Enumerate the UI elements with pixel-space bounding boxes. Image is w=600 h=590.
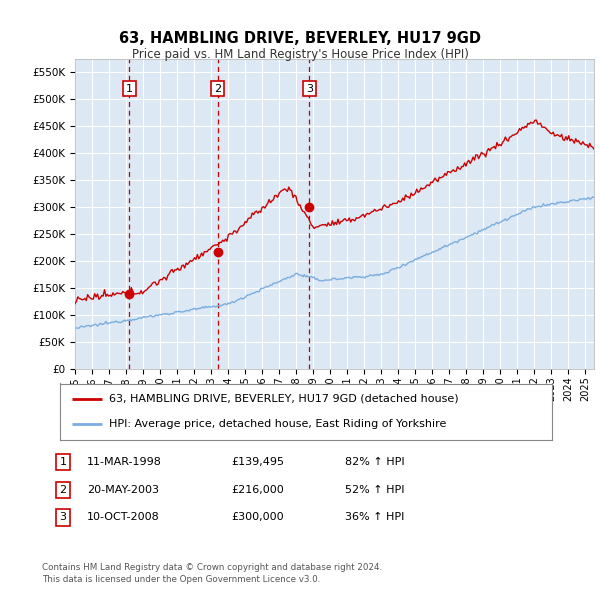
- Text: 2: 2: [59, 485, 67, 494]
- Text: 10-OCT-2008: 10-OCT-2008: [87, 513, 160, 522]
- Text: £139,495: £139,495: [231, 457, 284, 467]
- Text: 3: 3: [306, 84, 313, 94]
- Text: 36% ↑ HPI: 36% ↑ HPI: [345, 513, 404, 522]
- Text: 1: 1: [126, 84, 133, 94]
- Text: £300,000: £300,000: [231, 513, 284, 522]
- Text: 3: 3: [59, 513, 67, 522]
- Text: HPI: Average price, detached house, East Riding of Yorkshire: HPI: Average price, detached house, East…: [109, 419, 446, 430]
- Text: 52% ↑ HPI: 52% ↑ HPI: [345, 485, 404, 494]
- Text: £216,000: £216,000: [231, 485, 284, 494]
- Text: 82% ↑ HPI: 82% ↑ HPI: [345, 457, 404, 467]
- Text: 11-MAR-1998: 11-MAR-1998: [87, 457, 162, 467]
- Text: 1: 1: [59, 457, 67, 467]
- Text: 63, HAMBLING DRIVE, BEVERLEY, HU17 9GD (detached house): 63, HAMBLING DRIVE, BEVERLEY, HU17 9GD (…: [109, 394, 459, 404]
- Text: 2: 2: [214, 84, 221, 94]
- Text: Price paid vs. HM Land Registry's House Price Index (HPI): Price paid vs. HM Land Registry's House …: [131, 48, 469, 61]
- Text: 63, HAMBLING DRIVE, BEVERLEY, HU17 9GD: 63, HAMBLING DRIVE, BEVERLEY, HU17 9GD: [119, 31, 481, 46]
- Text: Contains HM Land Registry data © Crown copyright and database right 2024.
This d: Contains HM Land Registry data © Crown c…: [42, 563, 382, 584]
- Text: 20-MAY-2003: 20-MAY-2003: [87, 485, 159, 494]
